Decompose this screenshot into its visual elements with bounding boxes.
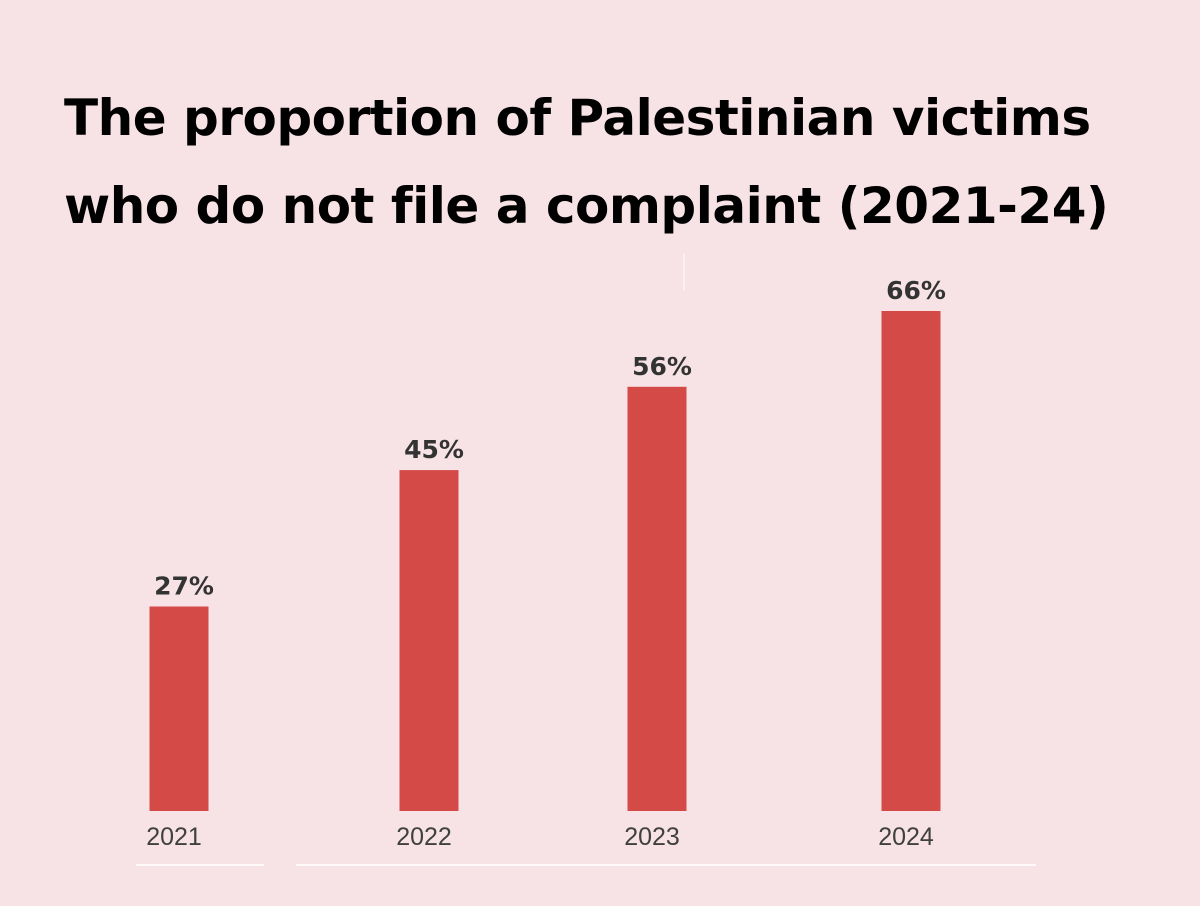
x-tick-labels-group: 2021 2022 2023 2024 [146, 823, 934, 851]
x-tick-label-2021: 2021 [146, 823, 202, 851]
bar-2024 [881, 311, 941, 811]
x-tick-label-2024: 2024 [878, 823, 934, 851]
value-label-2023: 56% [632, 352, 692, 381]
value-label-2022: 45% [404, 435, 464, 464]
x-tick-label-2022: 2022 [396, 823, 452, 851]
value-label-2024: 66% [886, 276, 946, 305]
x-tick-label-2023: 2023 [624, 823, 680, 851]
bars-group [149, 311, 941, 811]
value-labels-group: 27% 45% 56% 66% [154, 276, 946, 601]
chart-title: The proportion of Palestinian victims wh… [64, 89, 1109, 235]
bar-2021 [149, 606, 209, 811]
value-label-2021: 27% [154, 572, 214, 601]
bar-2023 [627, 386, 687, 811]
bar-2022 [399, 470, 459, 811]
